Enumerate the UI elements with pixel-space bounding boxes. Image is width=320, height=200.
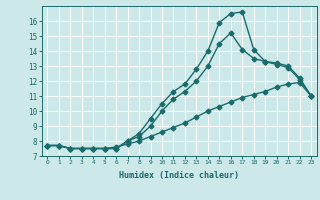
X-axis label: Humidex (Indice chaleur): Humidex (Indice chaleur) [119,171,239,180]
